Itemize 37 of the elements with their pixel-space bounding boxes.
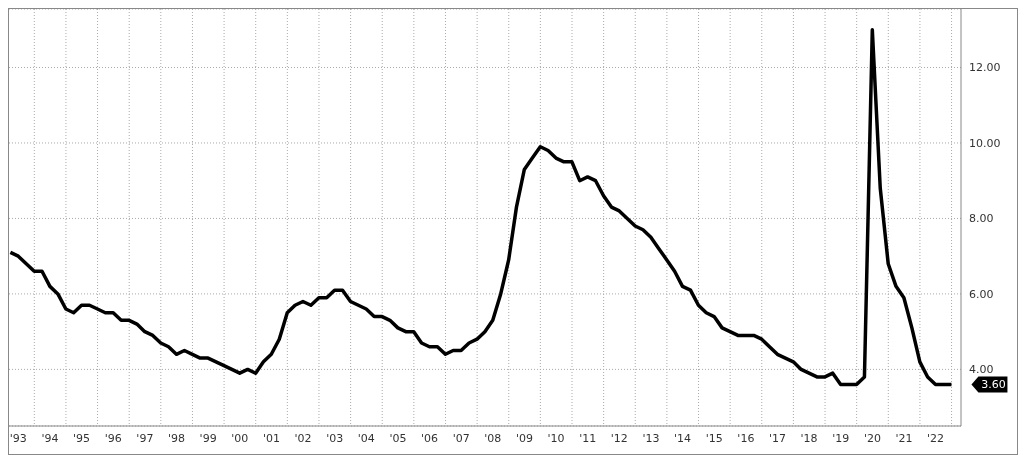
x-tick-label: '18 (800, 431, 818, 445)
x-tick-label: '15 (705, 431, 723, 445)
x-tick-label: '19 (832, 431, 850, 445)
x-tick-label: '93 (9, 431, 27, 445)
x-tick-label: '94 (41, 431, 59, 445)
x-tick-label: '13 (642, 431, 660, 445)
x-tick-label: '95 (73, 431, 91, 445)
x-tick-label: '11 (579, 431, 597, 445)
x-tick-label: '12 (610, 431, 628, 445)
x-tick-label: '07 (452, 431, 470, 445)
x-tick-label: '17 (768, 431, 786, 445)
x-tick-label: '03 (326, 431, 344, 445)
x-tick-label: '02 (294, 431, 312, 445)
x-tick-label: '09 (515, 431, 533, 445)
line-series (9, 28, 954, 387)
x-tick-label: '21 (895, 431, 913, 445)
x-tick-label: '00 (231, 431, 249, 445)
x-tick-label: '10 (547, 431, 565, 445)
x-tick-label: '22 (927, 431, 945, 445)
x-tick-label: '97 (136, 431, 154, 445)
y-tick-label: 12.00 (969, 61, 1001, 75)
y-tick-label: 6.00 (969, 287, 994, 301)
x-tick-label: '01 (262, 431, 280, 445)
y-tick-label: 10.00 (969, 136, 1001, 150)
x-tick-label: '96 (104, 431, 122, 445)
x-tick-label: '08 (484, 431, 502, 445)
x-tick-label: '16 (737, 431, 755, 445)
x-tick-label: '14 (674, 431, 692, 445)
y-tick-label: 8.00 (969, 212, 994, 226)
annotation: 3.60 (981, 378, 1006, 392)
x-tick-label: '05 (389, 431, 407, 445)
x-tick-label: '20 (863, 431, 881, 445)
x-tick-label: '99 (199, 431, 217, 445)
x-tick-label: '04 (357, 431, 375, 445)
x-tick-label: '06 (421, 431, 439, 445)
y-tick-label: 4.00 (969, 363, 994, 377)
x-tick-label: '98 (167, 431, 186, 445)
